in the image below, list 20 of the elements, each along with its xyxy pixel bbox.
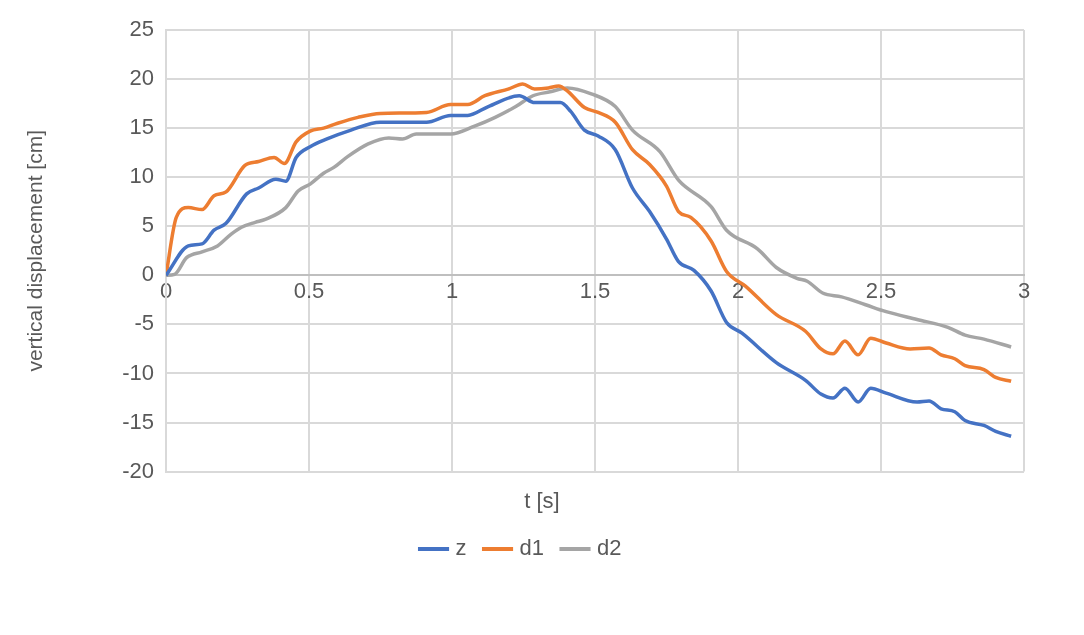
x-tick-label: 2.5 xyxy=(865,277,897,303)
y-tick-label: 10 xyxy=(129,163,154,189)
legend-label: z xyxy=(455,535,467,561)
x-tick-label: 0.5 xyxy=(293,277,325,303)
y-tick-label: -15 xyxy=(122,408,154,434)
y-tick-label: -5 xyxy=(134,310,154,336)
y-tick-label: 25 xyxy=(129,16,154,42)
y-tick-label: -20 xyxy=(122,457,154,483)
y-axis-title: vertical displacement [cm] xyxy=(23,130,47,372)
x-tick-label: 1.5 xyxy=(579,277,611,303)
legend-label: d2 xyxy=(597,535,622,561)
x-axis-title: t [s] xyxy=(523,488,561,514)
y-tick-label: 0 xyxy=(141,261,154,287)
y-tick-label: 15 xyxy=(129,114,154,140)
x-tick-label: 3 xyxy=(1017,277,1031,303)
y-tick-label: 5 xyxy=(141,212,154,238)
y-tick-label: -10 xyxy=(122,359,154,385)
legend-label: d1 xyxy=(519,535,545,561)
x-tick-label: 1 xyxy=(445,277,459,303)
y-tick-label: 20 xyxy=(129,65,154,91)
